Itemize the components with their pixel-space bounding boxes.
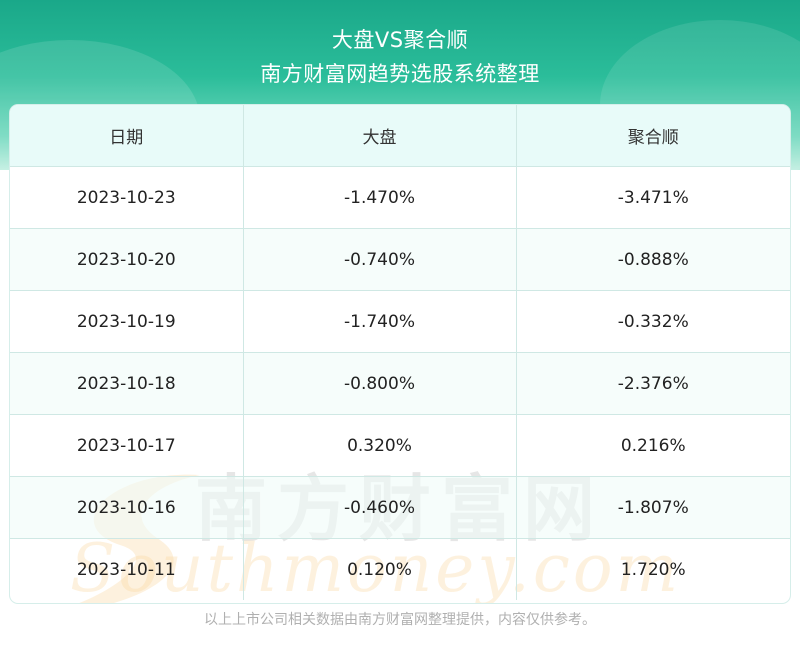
value-cell: 0.320% — [243, 414, 517, 477]
value-cell: -1.470% — [243, 166, 517, 229]
table-header-row: 日期 大盘 聚合顺 — [10, 105, 790, 167]
table-body: 2023-10-23 -1.470% -3.471% 2023-10-20 -0.740… — [10, 166, 790, 600]
date-cell: 2023-10-19 — [10, 290, 244, 353]
value-cell: -0.888% — [516, 228, 790, 291]
column-header: 聚合顺 — [516, 105, 790, 167]
value-cell: 0.120% — [243, 538, 517, 600]
value-cell: 0.216% — [516, 414, 790, 477]
table-row: 2023-10-19 -1.740% -0.332% — [10, 290, 790, 353]
value-cell: -0.460% — [243, 476, 517, 539]
table-row: 2023-10-11 0.120% 1.720% — [10, 538, 790, 600]
page-title: 大盘VS聚合顺 — [331, 28, 469, 52]
table-row: 2023-10-23 -1.470% -3.471% — [10, 166, 790, 229]
date-cell: 2023-10-23 — [10, 166, 244, 229]
value-cell: -3.471% — [516, 166, 790, 229]
table-row: 2023-10-20 -0.740% -0.888% — [10, 228, 790, 291]
date-cell: 2023-10-11 — [10, 538, 244, 600]
value-cell: -0.740% — [243, 228, 517, 291]
date-cell: 2023-10-17 — [10, 414, 244, 477]
value-cell: -1.740% — [243, 290, 517, 353]
date-cell: 2023-10-16 — [10, 476, 244, 539]
comparison-table: 日期 大盘 聚合顺 2023-10-23 -1.470% -3.471% 2023-10-… — [10, 105, 790, 600]
value-cell: 1.720% — [620, 559, 686, 580]
date-cell: 2023-10-20 — [10, 228, 244, 291]
table-row: 2023-10-18 -0.800% -2.376% — [10, 352, 790, 415]
page-subtitle: 南方财富网趋势选股系统整理 — [260, 62, 540, 86]
value-cell: -2.376% — [516, 352, 790, 415]
value-cell: -1.807% — [516, 476, 790, 539]
table-row: 2023-10-17 0.320% 0.216% — [10, 414, 790, 477]
value-cell: -0.332% — [516, 290, 790, 353]
date-cell: 2023-10-18 — [10, 352, 244, 415]
footer-note: 以上上市公司相关数据由南方财富网整理提供，内容仅供参考。 — [204, 612, 596, 628]
value-cell: -0.800% — [243, 352, 517, 415]
table-row: 2023-10-16 -0.460% -1.807% — [10, 476, 790, 539]
column-header: 大盘 — [243, 105, 517, 167]
column-header: 日期 — [10, 105, 244, 167]
